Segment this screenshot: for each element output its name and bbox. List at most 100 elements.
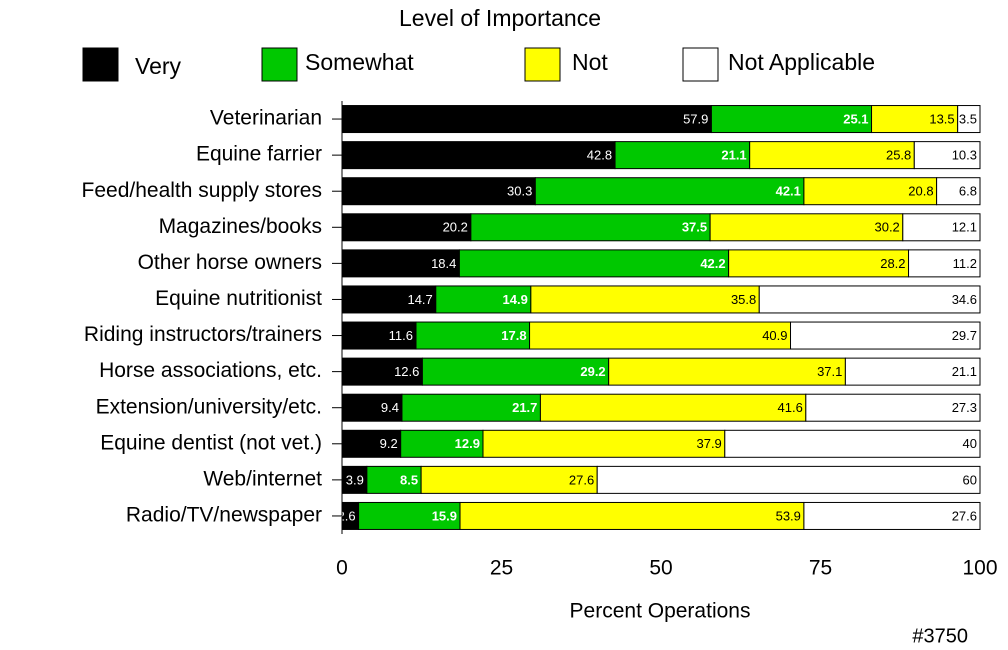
value-label: 20.8 [908,184,933,199]
value-label: 21.1 [952,364,977,379]
value-label: 21.7 [512,400,537,415]
value-label: 11.2 [953,256,977,271]
value-label: 12.9 [455,436,480,451]
value-label: 25.8 [886,148,911,163]
value-label: 2.6 [338,508,356,523]
y-tick-label: Magazines/books [159,215,322,238]
value-label: 41.6 [778,400,803,415]
bar-segment [401,393,541,422]
legend-label: Not [572,49,608,75]
value-label: 12.6 [394,364,419,379]
bar-segment [936,177,981,206]
y-tick-label: Equine dentist (not vet.) [100,431,322,454]
value-label: 29.7 [952,328,977,343]
value-label: 60 [963,472,977,487]
value-label: 21.1 [721,148,746,163]
value-label: 42.1 [776,184,801,199]
value-label: 37.9 [696,436,721,451]
bar-segment [341,321,417,350]
bar-segment [724,429,981,458]
bar-segment [435,285,532,314]
bar-segment [341,177,536,206]
legend-swatch [82,47,119,82]
bar-segment [913,141,981,170]
bar-segment [957,105,981,134]
bar-segment [608,357,846,386]
value-label: 9.2 [380,436,398,451]
y-tick-label: Extension/university/etc. [96,395,322,418]
bar-segment [459,501,805,530]
bar-segment [614,141,751,170]
value-label: 12.1 [952,220,977,235]
value-label: 57.9 [683,111,708,126]
value-label: 35.8 [731,292,756,307]
bar-segment [341,141,616,170]
y-tick-label: Feed/health supply stores [82,179,322,202]
value-label: 13.5 [929,111,954,126]
x-tick-label: 75 [809,557,832,580]
bar-segment [341,285,437,314]
value-label: 14.9 [503,292,528,307]
value-label: 37.5 [682,220,707,235]
x-tick-label: 25 [490,557,513,580]
bar-segment [871,105,959,134]
y-tick-label: Equine nutritionist [155,287,322,310]
bar-segment [470,213,711,242]
value-label: 53.9 [776,508,801,523]
value-label: 25.1 [843,111,868,126]
bar-segment [530,285,760,314]
bar-segment [803,501,981,530]
legend-label: Not Applicable [728,49,875,75]
bar-segment [908,249,981,278]
value-label: 30.3 [507,184,532,199]
value-label: 11.6 [389,328,413,343]
bar-segment [902,213,981,242]
bar-segment [596,465,981,494]
x-axis-label: Percent Operations [570,600,751,623]
x-tick-label: 100 [962,557,997,580]
bar-segment [341,105,712,134]
bar-segment [415,321,531,350]
bar-segment [482,429,726,458]
value-label: 15.9 [432,508,457,523]
bar-segment [341,429,402,458]
legend-swatch [261,47,298,82]
bar-segment [358,501,461,530]
value-label: 14.7 [407,292,432,307]
value-label: 40 [963,436,977,451]
bar-segment [805,393,981,422]
value-label: 8.5 [400,472,418,487]
value-label: 34.6 [952,292,977,307]
annotation: #3750 [912,625,968,645]
bar-segment [366,465,422,494]
legend-swatch [524,47,561,82]
bar-segment [758,285,981,314]
value-label: 20.2 [443,220,468,235]
value-label: 30.2 [874,220,899,235]
value-label: 27.6 [952,508,977,523]
x-tick-label: 50 [649,557,672,580]
value-label: 29.2 [580,364,605,379]
value-label: 27.6 [569,472,594,487]
value-label: 3.5 [959,111,977,126]
value-label: 10.3 [952,148,977,163]
legend-swatch [682,47,719,82]
bar-segment [420,465,598,494]
value-label: 17.8 [501,328,526,343]
value-label: 42.2 [700,256,725,271]
y-tick-label: Web/internet [203,467,322,490]
bar-segment [539,393,807,422]
x-tick-label: 0 [336,557,348,580]
value-label: 3.9 [346,472,364,487]
y-tick-label: Other horse owners [138,251,322,274]
value-label: 42.8 [587,148,612,163]
bar-segment [341,249,460,278]
bar-segment [458,249,730,278]
bar-segment [790,321,981,350]
value-label: 9.4 [381,400,399,415]
bar-segment [341,357,423,386]
value-label: 28.2 [880,256,905,271]
bar-segment [421,357,610,386]
bar-segment [534,177,805,206]
